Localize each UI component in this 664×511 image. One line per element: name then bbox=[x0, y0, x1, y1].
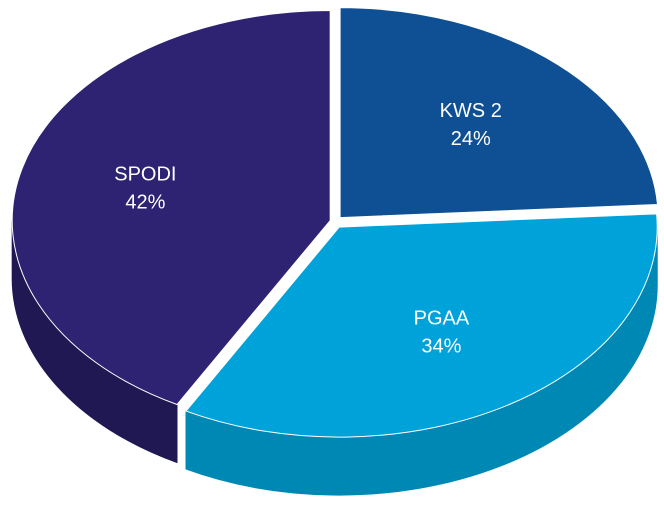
slice bbox=[185, 213, 658, 438]
slice bbox=[11, 10, 331, 406]
slice-name: KWS 2 bbox=[440, 100, 502, 122]
tops bbox=[11, 7, 659, 438]
slice-percent: 24% bbox=[451, 128, 491, 150]
slice bbox=[339, 7, 659, 219]
slice-name: PGAA bbox=[414, 308, 470, 330]
slice-name: SPODI bbox=[114, 163, 176, 185]
slice-percent: 34% bbox=[421, 336, 461, 358]
labels: KWS 2 24% PGAA 34% SPODI 42% bbox=[114, 100, 502, 358]
slice-percent: 42% bbox=[125, 191, 165, 213]
